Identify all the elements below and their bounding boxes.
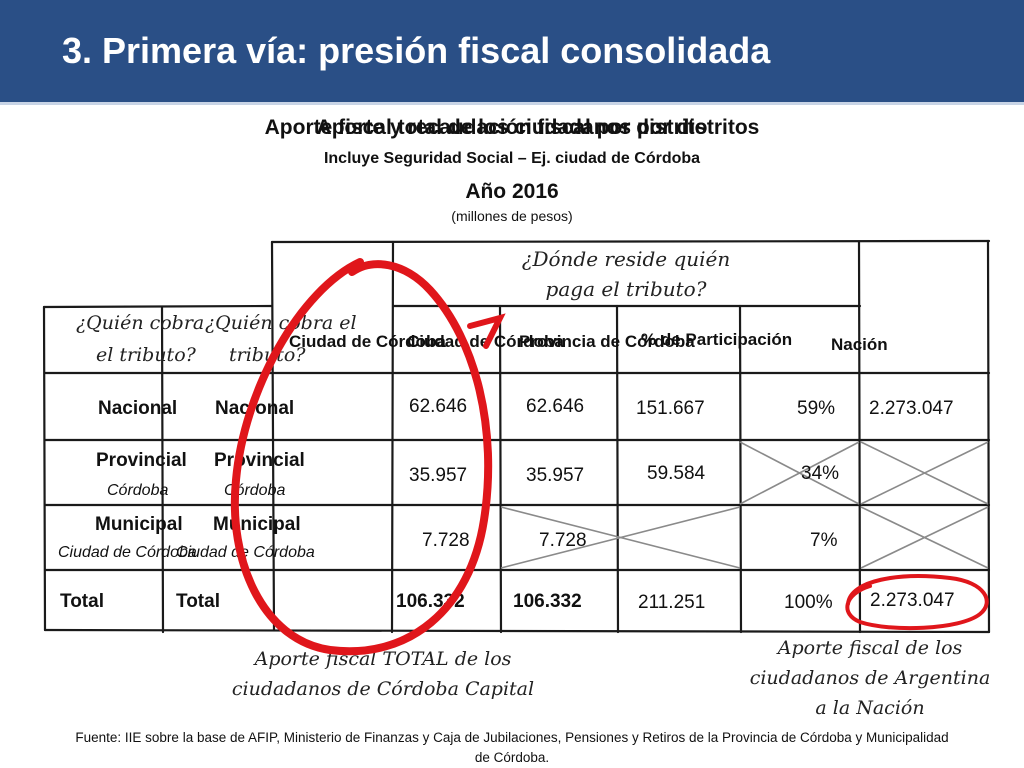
annotation-quien-a-line2: el tributo? [96,344,196,366]
cell-nacional-provincia: 151.667 [636,398,705,419]
cell-provincial-ciudad-b: 35.957 [526,465,585,486]
cell-nacional-ciudad-a: 62.646 [409,396,468,417]
annotation-quien-b-line1: ¿Quién cobra el [205,312,357,334]
row-label-municipal-a: Municipal [95,514,183,535]
annotation-quien-b-line2: tributo? [229,344,306,366]
banner-divider [0,102,1024,105]
row-label-provincial-a: Provincial [96,450,187,471]
row-label-total-a: Total [60,591,104,612]
cell-provincial-ciudad-a: 35.957 [409,465,468,486]
header-provincia: Provincia de Córdoba [519,332,695,351]
annotation-donde-line2: paga el tributo? [545,277,707,301]
row-label-nacional-a: Nacional [98,398,178,419]
row-label-total-b: Total [176,591,220,612]
annotation-donde-line1: ¿Dónde reside quién [521,247,731,271]
row-sub-municipal-b: Ciudad de Córdoba [176,544,315,561]
red-circle-nacion [845,574,989,631]
cell-municipal-pct: 7% [810,530,838,551]
subtitle-b: Aporte y recaudación fiscal por distrito [316,116,708,139]
note-left-line2: ciudadanos de Córdoba Capital [231,678,535,700]
subtitle-secondary: Incluye Seguridad Social – Ej. ciudad de… [323,150,701,167]
note-right-line1: Aporte fiscal de los [777,637,963,659]
red-circle-ciudad [230,258,493,656]
cell-total-nacion: 2.273.047 [870,590,955,611]
cell-nacional-pct: 59% [797,398,836,419]
cell-municipal-ciudad-a: 7.728 [422,530,470,551]
annotation-quien-a-line1: ¿Quién cobra [76,312,205,334]
note-right-line3: a la Nación [815,697,925,719]
units-label: (millones de pesos) [451,208,573,224]
year-label: Año 2016 [465,180,559,203]
red-arrow-head [467,313,506,349]
header-participacion: % de Participación [641,330,793,349]
cell-nacional-ciudad-b: 62.646 [526,396,585,417]
row-sub-municipal-a: Ciudad de Córdoba [58,544,197,561]
header-ciudad-a: Ciudad de Córdoba [289,332,446,351]
source-line1: Fuente: IIE sobre la base de AFIP, Minis… [75,730,949,745]
cell-municipal-ciudad-b: 7.728 [539,530,587,551]
row-sub-provincial-a: Córdoba [107,482,169,499]
cell-total-provincia: 211.251 [638,592,706,613]
title-banner [0,0,1024,102]
cell-total-ciudad-b: 106.332 [513,591,582,612]
subtitle-a: Aporte fiscal total de los ciudadanos po… [264,116,760,139]
slide-title: 3. Primera vía: presión fiscal consolida… [62,30,771,71]
cell-total-pct: 100% [784,592,833,613]
cell-nacional-nacion: 2.273.047 [869,398,954,419]
header-nacion: Nación [831,335,888,354]
source-line2: de Córdoba. [474,750,550,765]
note-left-line1: Aporte fiscal TOTAL de los [254,648,512,670]
cell-provincial-pct: 34% [801,463,840,484]
note-right-line2: ciudadanos de Argentina [749,667,991,689]
cell-provincial-provincia: 59.584 [647,463,706,484]
